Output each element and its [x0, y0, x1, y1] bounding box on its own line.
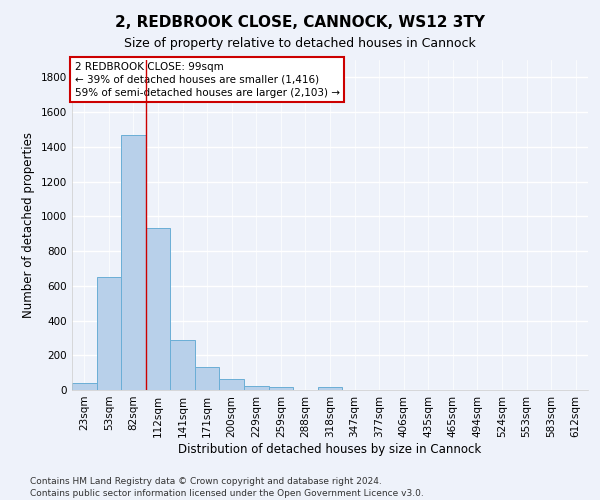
Bar	[318, 388, 342, 390]
Bar	[269, 388, 293, 390]
Text: Size of property relative to detached houses in Cannock: Size of property relative to detached ho…	[124, 38, 476, 51]
Bar	[146, 228, 170, 390]
Bar	[170, 340, 195, 390]
Bar	[97, 277, 121, 390]
Text: Contains HM Land Registry data © Crown copyright and database right 2024.
Contai: Contains HM Land Registry data © Crown c…	[30, 476, 424, 498]
X-axis label: Distribution of detached houses by size in Cannock: Distribution of detached houses by size …	[178, 442, 482, 456]
Bar	[244, 386, 269, 390]
Text: 2, REDBROOK CLOSE, CANNOCK, WS12 3TY: 2, REDBROOK CLOSE, CANNOCK, WS12 3TY	[115, 15, 485, 30]
Bar	[195, 368, 220, 390]
Bar	[220, 378, 244, 390]
Text: 2 REDBROOK CLOSE: 99sqm
← 39% of detached houses are smaller (1,416)
59% of semi: 2 REDBROOK CLOSE: 99sqm ← 39% of detache…	[74, 62, 340, 98]
Bar	[121, 134, 146, 390]
Y-axis label: Number of detached properties: Number of detached properties	[22, 132, 35, 318]
Bar	[72, 383, 97, 390]
